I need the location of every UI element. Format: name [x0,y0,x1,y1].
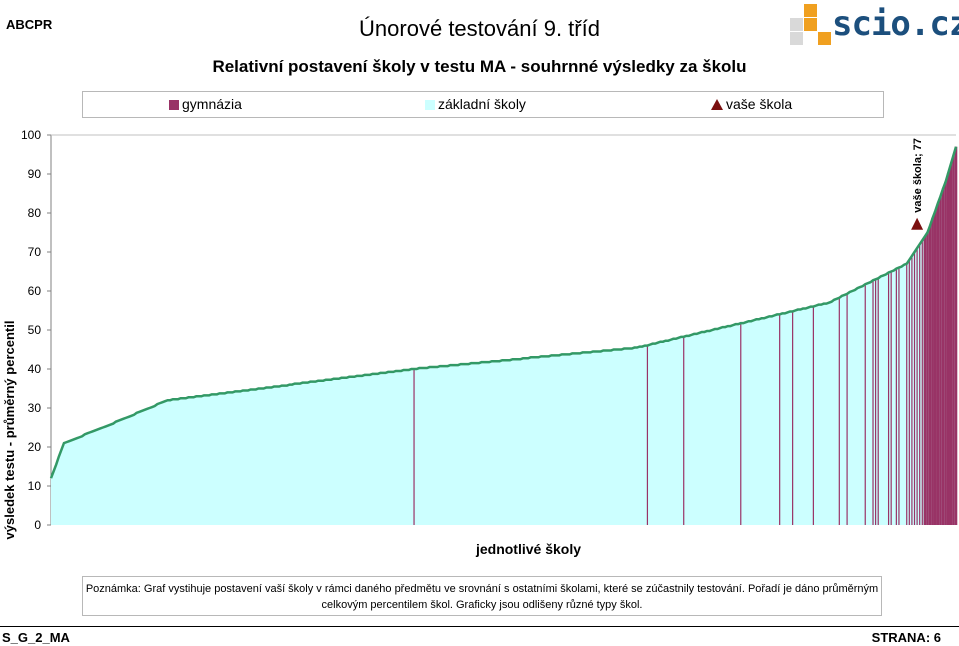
gymnazium-bar [779,314,781,525]
y-tick-label: 60 [28,284,42,298]
y-tick-label: 10 [28,479,42,493]
footer-rule [0,626,959,627]
y-tick-label: 100 [21,128,41,142]
gymnazium-bar [926,232,929,525]
gymnazium-bar [812,306,814,525]
y-tick-label: 20 [28,440,42,454]
gymnazium-bar [740,323,742,525]
gymnazium-bar [952,155,955,526]
chart-legend: gymnázia základní školy vaše škola [82,91,884,118]
gymnazium-bar [916,248,918,525]
gymnazium-bar [846,293,848,525]
percentile-chart: 0 10 20 30 40 50 60 70 80 90 100 vaše škola; 77 jedn… [2,128,958,557]
gymnazium-bar [906,263,908,525]
gymnazium-bar [946,173,950,525]
report-code: S_G_2_MA [2,630,70,645]
zakladni-skoly-area [51,146,956,525]
gymnazium-bar [838,297,840,525]
gymnazium-bar [898,267,900,525]
page-number: STRANA: 6 [871,630,941,645]
y-tick-label: 90 [28,167,42,181]
gymnazium-bar [683,336,685,525]
legend-item-gymnazia: gymnázia [169,96,242,112]
logo-squares-icon [790,4,831,45]
gymnazium-bar [872,280,874,525]
logo-text: scio.cz [832,4,959,44]
triangle-marker-icon [711,99,723,110]
gymnazium-bar [875,279,877,525]
gymnazium-bar [919,244,921,525]
chart-subtitle: Relativní postavení školy v testu MA - s… [212,57,747,76]
y-tick-label: 0 [34,518,41,532]
legend-item-vase-skola: vaše škola [711,96,792,112]
gymnazium-bar [939,196,942,525]
gymnazium-bar [913,252,916,525]
organization-code: ABCPR [6,17,53,32]
vase-skola-data-label: vaše škola; 77 [912,138,924,213]
note-box: Poznámka: Graf vystihuje postavení vaší … [82,576,882,616]
gymnazium-bar [911,255,913,525]
gymnazium-bar [895,268,897,525]
gymnazium-bar [887,272,890,525]
gymnazium-bar [792,311,794,525]
y-tick-label: 70 [28,245,42,259]
scio-logo: scio.cz [788,4,959,48]
y-axis-label: výsledek testu - průměrný percentil [2,321,17,540]
legend-label-vase-skola: vaše škola [726,96,793,112]
y-tick-label: 80 [28,206,42,220]
gymnazium-bar [923,236,927,525]
zakladni-swatch-icon [425,100,435,110]
vase-skola-marker [911,217,924,230]
y-tick-label: 30 [28,401,42,415]
gymnazium-bar [413,369,415,525]
x-axis-label: jednotlivé školy [475,541,581,557]
gymnazium-bar [944,181,947,526]
gymnazium-bar [949,164,953,525]
gymnazium-bar [931,217,934,526]
results-line [49,146,958,479]
legend-label-gymnazia: gymnázia [182,96,242,112]
gymnazium-bar [921,240,923,526]
legend-label-zakladni: základní školy [438,96,526,112]
gymnazium-bar [936,203,940,525]
gymnazium-bar [933,211,937,526]
gymnazium-bar [864,284,866,525]
gymnazium-bar [877,278,879,525]
gymnazia-swatch-icon [169,100,179,110]
gymnazium-bar [941,188,945,526]
gymnazium-bar [954,146,958,525]
legend-item-zakladni: základní školy [425,96,526,112]
gymnazium-bar [928,225,932,525]
gymnazium-bar [890,271,892,525]
y-tick-label: 40 [28,362,42,376]
page-title: Únorové testování 9. tříd [359,16,600,41]
y-tick-label: 50 [28,323,42,337]
gymnazium-bar [908,259,910,525]
note-line-1: Poznámka: Graf vystihuje postavení vaší … [85,583,879,595]
note-line-2: celkovým percentilem škol. Graficky jsou… [321,599,643,611]
gymnazium-bar [646,345,649,525]
